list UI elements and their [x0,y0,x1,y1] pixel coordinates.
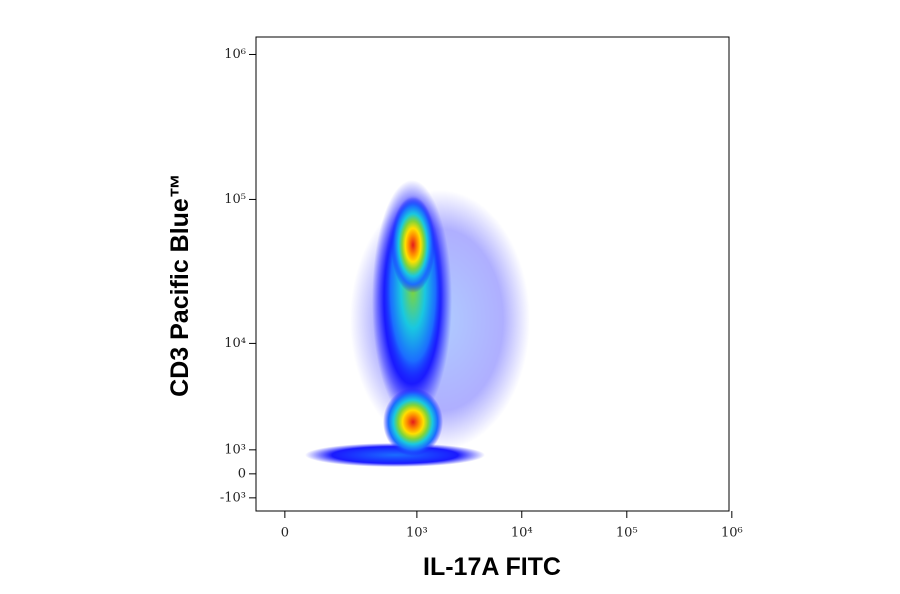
x-tick-label: 10⁶ [721,526,743,541]
upper-core [391,197,435,293]
y-tick-label: -10³ [220,490,246,505]
lower-core [383,388,443,456]
x-tick-label: 0 [281,526,289,541]
y-tick-label: 10⁴ [224,336,246,351]
y-tick-label: 10⁵ [224,192,246,207]
plot-frame [255,36,730,512]
x-tick-label: 10⁴ [511,526,533,541]
y-tick-label: 10⁶ [224,47,246,62]
y-tick-label: 0 [238,466,246,481]
y-tick-label: 10³ [224,442,246,457]
density-cloud [305,180,530,467]
y-axis-title: CD3 Pacific Blue™ [166,173,194,397]
x-axis-title: IL-17A FITC [423,553,561,581]
x-tick-label: 10⁵ [616,526,638,541]
x-tick-label: 10³ [406,526,428,541]
